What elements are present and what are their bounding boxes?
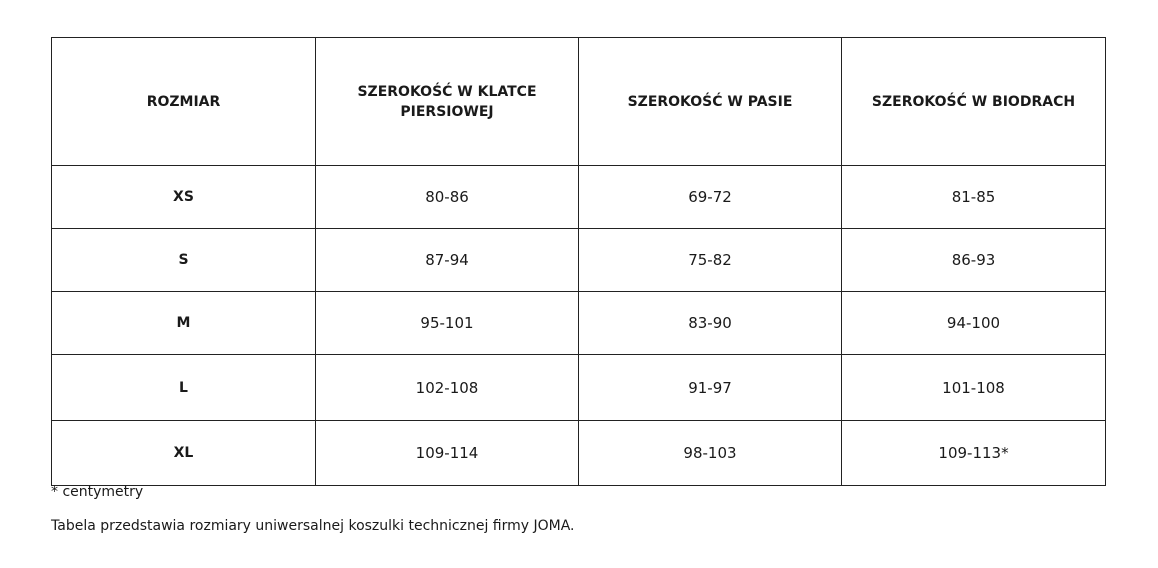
table-row: XL 109-114 98-103 109-113* xyxy=(51,420,1106,486)
hip-cell: 101-108 xyxy=(841,354,1106,421)
table-caption: Tabela przedstawia rozmiary uniwersalnej… xyxy=(51,518,575,534)
waist-cell: 98-103 xyxy=(578,420,842,486)
header-chest-width: SZEROKOŚĆ W KLATCE PIERSIOWEJ xyxy=(315,37,579,166)
hip-cell: 86-93 xyxy=(841,228,1106,292)
waist-cell: 91-97 xyxy=(578,354,842,421)
header-waist-width: SZEROKOŚĆ W PASIE xyxy=(578,37,842,166)
table-row: XS 80-86 69-72 81-85 xyxy=(51,165,1106,229)
footnote: * centymetry xyxy=(51,484,144,500)
size-chart-table: ROZMIAR SZEROKOŚĆ W KLATCE PIERSIOWEJ SZ… xyxy=(51,37,1106,486)
chest-cell: 102-108 xyxy=(315,354,579,421)
waist-cell: 69-72 xyxy=(578,165,842,229)
chest-cell: 87-94 xyxy=(315,228,579,292)
header-row: ROZMIAR SZEROKOŚĆ W KLATCE PIERSIOWEJ SZ… xyxy=(51,37,1106,166)
table-header: ROZMIAR SZEROKOŚĆ W KLATCE PIERSIOWEJ SZ… xyxy=(51,37,1106,166)
table-body: XS 80-86 69-72 81-85 S 87-94 75-82 86-93… xyxy=(51,165,1106,486)
waist-cell: 83-90 xyxy=(578,291,842,355)
size-cell: L xyxy=(51,354,316,421)
table-row: L 102-108 91-97 101-108 xyxy=(51,354,1106,421)
hip-cell: 109-113* xyxy=(841,420,1106,486)
header-hip-width: SZEROKOŚĆ W BIODRACH xyxy=(841,37,1106,166)
size-cell: XL xyxy=(51,420,316,486)
table-row: M 95-101 83-90 94-100 xyxy=(51,291,1106,355)
waist-cell: 75-82 xyxy=(578,228,842,292)
header-size: ROZMIAR xyxy=(51,37,316,166)
hip-cell: 94-100 xyxy=(841,291,1106,355)
chest-cell: 80-86 xyxy=(315,165,579,229)
table-row: S 87-94 75-82 86-93 xyxy=(51,228,1106,292)
size-cell: S xyxy=(51,228,316,292)
chest-cell: 109-114 xyxy=(315,420,579,486)
size-cell: XS xyxy=(51,165,316,229)
hip-cell: 81-85 xyxy=(841,165,1106,229)
size-cell: M xyxy=(51,291,316,355)
chest-cell: 95-101 xyxy=(315,291,579,355)
